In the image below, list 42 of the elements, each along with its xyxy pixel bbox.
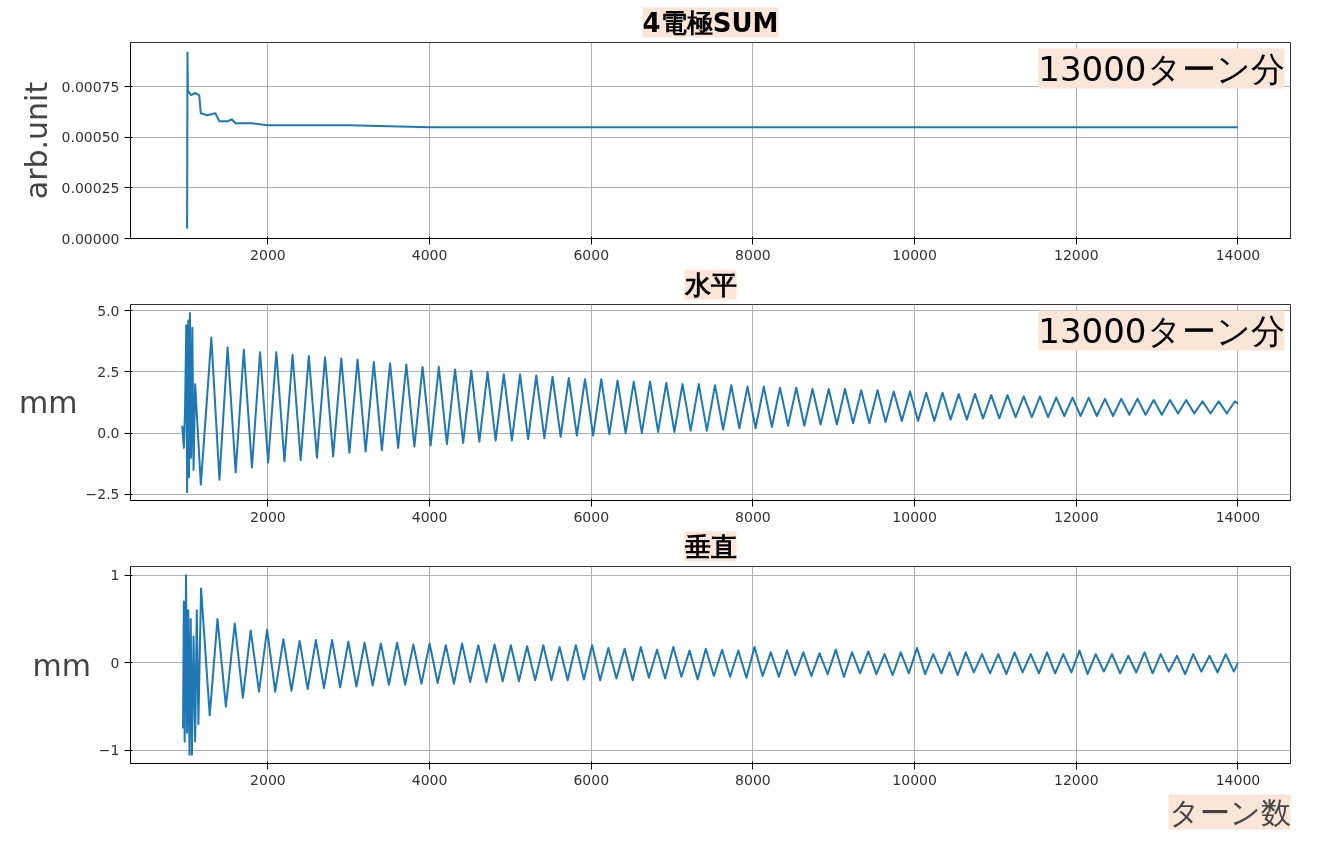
x-tick-label: 12000 <box>1054 771 1099 788</box>
x-tick-label: 6000 <box>573 508 610 525</box>
x-tick-label: 4000 <box>411 246 448 263</box>
line-series <box>182 574 1239 756</box>
y-tick-label: −2.5 <box>85 486 120 503</box>
y-axis-title: mm <box>32 647 91 683</box>
y-tick-label: 0.0 <box>97 425 120 442</box>
x-tick-label: 14000 <box>1215 771 1261 788</box>
x-tick-label: 2000 <box>250 246 286 263</box>
x-tick-label: 8000 <box>735 771 771 788</box>
annotation: 13000ターン分 <box>1038 310 1285 351</box>
y-axis-title: arb.unit <box>18 81 54 200</box>
x-tick-label: 4000 <box>411 508 448 525</box>
x-tick-label: 8000 <box>735 246 771 263</box>
x-tick-label: 14000 <box>1215 508 1261 525</box>
y-tick-label: 0 <box>110 654 120 671</box>
chart-title: 4電極SUM <box>642 7 779 38</box>
y-tick-label: 0.00050 <box>61 129 120 146</box>
y-tick-label: 0.00025 <box>61 179 120 196</box>
x-tick-label: 2000 <box>250 771 286 788</box>
x-tick-label: 2000 <box>250 508 286 525</box>
y-tick-label: −1 <box>98 742 120 759</box>
y-tick-label: 0.00000 <box>61 230 120 247</box>
chart-title: 水平 <box>683 269 737 300</box>
y-tick-label: 1 <box>110 567 120 584</box>
x-tick-label: 10000 <box>892 508 937 525</box>
x-tick-label: 12000 <box>1054 508 1099 525</box>
x-tick-label: 8000 <box>735 508 771 525</box>
x-tick-label: 12000 <box>1054 246 1099 263</box>
y-tick-label: 5.0 <box>97 302 120 319</box>
x-tick-label: 14000 <box>1215 246 1261 263</box>
y-axis-title: mm <box>19 385 78 420</box>
x-tick-label: 4000 <box>411 771 448 788</box>
x-tick-label: 6000 <box>573 771 610 788</box>
chart-title: 垂直 <box>683 531 737 562</box>
x-tick-label: 10000 <box>892 771 937 788</box>
y-tick-label: 0.00075 <box>61 78 120 95</box>
y-tick-label: 2.5 <box>97 363 120 380</box>
x-tick-label: 10000 <box>892 246 937 263</box>
annotation: 13000ターン分 <box>1038 48 1285 89</box>
x-tick-label: 6000 <box>573 246 610 263</box>
x-axis-title: ターン数 <box>1168 794 1291 830</box>
